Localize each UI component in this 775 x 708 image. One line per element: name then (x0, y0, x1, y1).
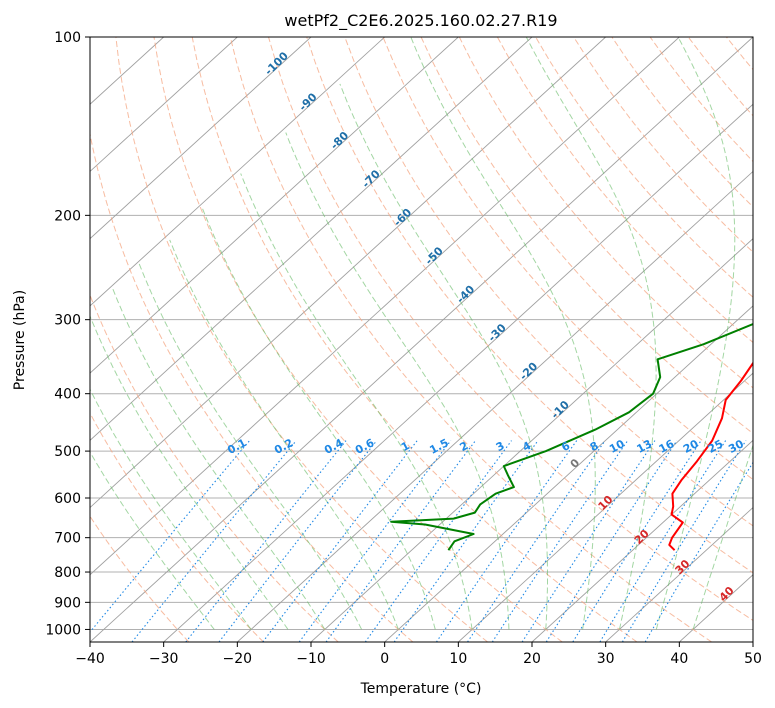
moist-adiabat-line (339, 83, 548, 630)
mixing-ratio-line (325, 440, 476, 642)
mixing-ratio-line (599, 440, 727, 642)
isotherm-line (752, 641, 753, 642)
dry-adiabat-line (90, 412, 264, 642)
isotherm-line (163, 103, 753, 642)
y-tick-label: 600 (54, 491, 81, 507)
isotherm-line (90, 37, 753, 642)
y-tick-label: 400 (54, 387, 81, 403)
temperature-line (668, 361, 753, 551)
dry-adiabat-line (90, 515, 190, 642)
y-tick-label: 200 (54, 208, 81, 224)
moist-adiabat-line (410, 37, 596, 630)
mixing-ratio-line (90, 440, 251, 633)
moist-adiabat-line (138, 262, 363, 630)
isotherm-line (310, 238, 753, 642)
isotherm-line (458, 372, 753, 642)
x-axis-label: Temperature (°C) (360, 681, 482, 697)
moist-adiabat-line (111, 287, 326, 630)
mixing-ratio-label: 16 (657, 437, 677, 456)
x-tick-label: 10 (449, 651, 467, 667)
mixing-ratio-label: 30 (726, 437, 746, 456)
x-tick-label: −20 (223, 651, 253, 667)
moist-adiabat-line (90, 388, 252, 630)
chart-title: wetPf2_C2E6.2025.160.02.27.R19 (284, 11, 557, 31)
y-tick-label: 300 (54, 313, 81, 329)
dry-adiabat-line (535, 37, 753, 298)
grid-layer (90, 37, 775, 642)
isotherm-line (237, 170, 753, 642)
y-tick-label: 800 (54, 565, 81, 581)
moist-adiabat-line (240, 173, 473, 630)
dry-adiabat-line (153, 37, 563, 642)
isotherm-line (90, 37, 680, 576)
isotherm-line (90, 37, 238, 173)
x-tick-label: 40 (670, 651, 688, 667)
isotherm-line (90, 37, 312, 240)
y-tick-label: 500 (54, 444, 81, 460)
dry-adiabat-line (306, 37, 753, 574)
isotherm-line (605, 506, 753, 642)
y-tick-label: 1000 (45, 622, 81, 638)
x-tick-label: 20 (523, 651, 541, 667)
mixing-ratio-line (435, 440, 578, 642)
y-tick-label: 100 (54, 30, 81, 46)
isotherm-line (90, 37, 385, 307)
mixing-ratio-label: 10 (607, 437, 627, 456)
mixing-ratio-label: 20 (681, 437, 701, 456)
isotherm-line (90, 37, 606, 509)
dry-adiabat-line (458, 37, 753, 389)
moist-adiabat-line (655, 37, 736, 630)
x-tick-label: −40 (75, 651, 105, 667)
x-tick-label: 30 (597, 651, 615, 667)
plot-frame (89, 36, 754, 643)
isotherm-line (90, 37, 459, 374)
x-tick-label: 50 (744, 651, 762, 667)
dry-adiabat-line (268, 37, 753, 622)
dry-adiabat-line (496, 37, 753, 344)
mixing-ratio-line (467, 440, 606, 642)
mixing-ratio-line (131, 440, 297, 642)
mixing-ratio-line (218, 440, 378, 642)
mixing-ratio-line (545, 440, 678, 642)
dewpoint-line (390, 322, 753, 551)
axis-layer: −40 −30 −20 −10 0 10 20 30 40 50 100 200 300 400 500 60… (45, 30, 762, 667)
dry-adiabat-line (90, 293, 339, 642)
mixing-ratio-line (364, 440, 512, 642)
mixing-ratio-line (572, 440, 702, 642)
isotherm-line (90, 37, 533, 441)
x-tick-label: −10 (296, 651, 326, 667)
dry-adiabat-line (344, 37, 753, 527)
series-layer (390, 322, 753, 551)
mixing-ratio-line (644, 461, 753, 642)
moist-adiabat-line (90, 450, 215, 630)
moist-adiabat-line (202, 208, 436, 630)
dry-adiabat-line (115, 37, 488, 642)
dry-adiabat-line (90, 131, 414, 642)
x-tick-label: −30 (149, 651, 179, 667)
y-tick-label: 700 (54, 531, 81, 547)
y-tick-label: 900 (54, 595, 81, 611)
x-tick-label: 0 (380, 651, 389, 667)
moist-adiabat-line (285, 132, 510, 630)
isotherm-line (531, 439, 753, 642)
y-axis-label: Pressure (hPa) (12, 290, 28, 390)
mixing-ratio-line (521, 440, 656, 642)
mixing-ratio-label: 25 (706, 437, 726, 456)
moist-adiabat-line (525, 37, 657, 630)
mixing-ratio-label: 13 (635, 437, 655, 456)
dry-adiabat-line (191, 37, 638, 642)
mixing-ratio-line (621, 440, 747, 642)
dry-adiabat-line (765, 37, 775, 642)
moist-adiabat-line (90, 314, 289, 630)
mixing-ratio-line (491, 440, 629, 642)
